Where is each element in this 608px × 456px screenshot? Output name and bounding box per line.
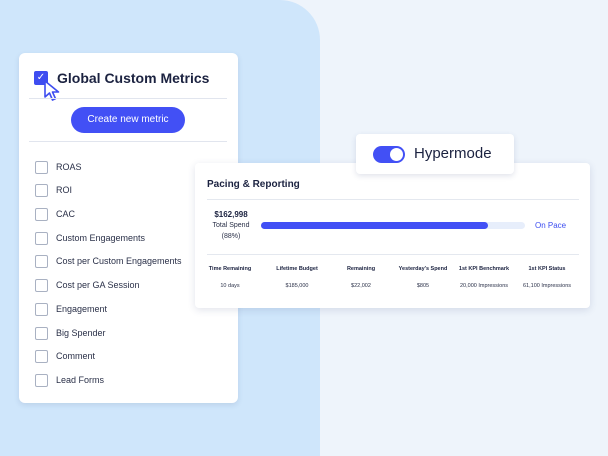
divider <box>29 98 227 99</box>
metric-label: Lead Forms <box>56 375 105 385</box>
metric-checkbox[interactable] <box>35 208 48 221</box>
metric-checkbox[interactable] <box>35 327 48 340</box>
metric-checkbox[interactable] <box>35 161 48 174</box>
total-spend-label: Total Spend <box>212 222 250 229</box>
kpi-header: 1st KPI Status <box>528 266 566 272</box>
metric-label: Cost per Custom Engagements <box>56 256 182 266</box>
metric-checkbox[interactable] <box>35 232 48 245</box>
pacing-reporting-card: Pacing & Reporting $162,998 Total Spend … <box>195 163 590 308</box>
kpi-value: 10 days <box>220 283 240 289</box>
kpi-value: 20,000 Impressions <box>460 283 508 289</box>
panel-title: Global Custom Metrics <box>57 70 210 86</box>
kpi-value: $22,002 <box>351 283 371 289</box>
create-new-metric-button[interactable]: Create new metric <box>71 107 185 133</box>
divider <box>29 141 227 142</box>
metric-label: Big Spender <box>56 328 106 338</box>
kpi-value: $185,000 <box>285 283 309 289</box>
metric-checkbox[interactable] <box>35 374 48 387</box>
hypermode-toggle[interactable] <box>373 146 405 163</box>
spend-progress-bar <box>261 222 525 229</box>
metric-checkbox[interactable] <box>35 184 48 197</box>
kpi-header: Time Remaining <box>208 266 252 272</box>
kpi-first-benchmark: 1st KPI Benchmark 20,000 Impressions <box>452 266 516 289</box>
metric-checkbox[interactable] <box>35 303 48 316</box>
metric-label: ROI <box>56 185 73 195</box>
hypermode-label: Hypermode <box>414 145 492 162</box>
card-title: Pacing & Reporting <box>207 179 300 190</box>
spend-progress-fill <box>261 222 489 229</box>
hypermode-card: Hypermode <box>356 134 514 174</box>
metric-label: Comment <box>56 351 96 361</box>
metric-checkbox[interactable] <box>35 279 48 292</box>
metric-label: Cost per GA Session <box>56 280 140 290</box>
metric-label: Engagement <box>56 304 108 314</box>
total-spend-amount: $162,998 <box>214 210 248 219</box>
kpi-time-remaining: Time Remaining 10 days <box>198 266 262 289</box>
mouse-pointer-icon <box>44 80 60 101</box>
metric-checkbox[interactable] <box>35 350 48 363</box>
kpi-lifetime-budget: Lifetime Budget $185,000 <box>265 266 329 289</box>
kpi-yesterdays-spend: Yesterday's Spend $805 <box>391 266 455 289</box>
kpi-header: Yesterday's Spend <box>398 266 448 272</box>
divider <box>207 199 579 200</box>
pace-status: On Pace <box>535 221 567 230</box>
kpi-remaining: Remaining $22,002 <box>329 266 393 289</box>
kpi-header: Lifetime Budget <box>276 266 318 272</box>
total-spend-percent: (88%) <box>221 233 241 240</box>
kpi-header: 1st KPI Benchmark <box>458 266 510 272</box>
toggle-knob <box>390 148 403 161</box>
metric-label: Custom Engagements <box>56 233 146 243</box>
kpi-value: 61,100 Impressions <box>523 283 571 289</box>
metric-label: CAC <box>56 209 76 219</box>
metric-label: ROAS <box>56 162 82 172</box>
kpi-value: $805 <box>416 283 430 289</box>
kpi-first-status: 1st KPI Status 61,100 Impressions <box>515 266 579 289</box>
kpi-header: Remaining <box>346 266 376 272</box>
divider <box>207 254 579 255</box>
metric-checkbox[interactable] <box>35 255 48 268</box>
